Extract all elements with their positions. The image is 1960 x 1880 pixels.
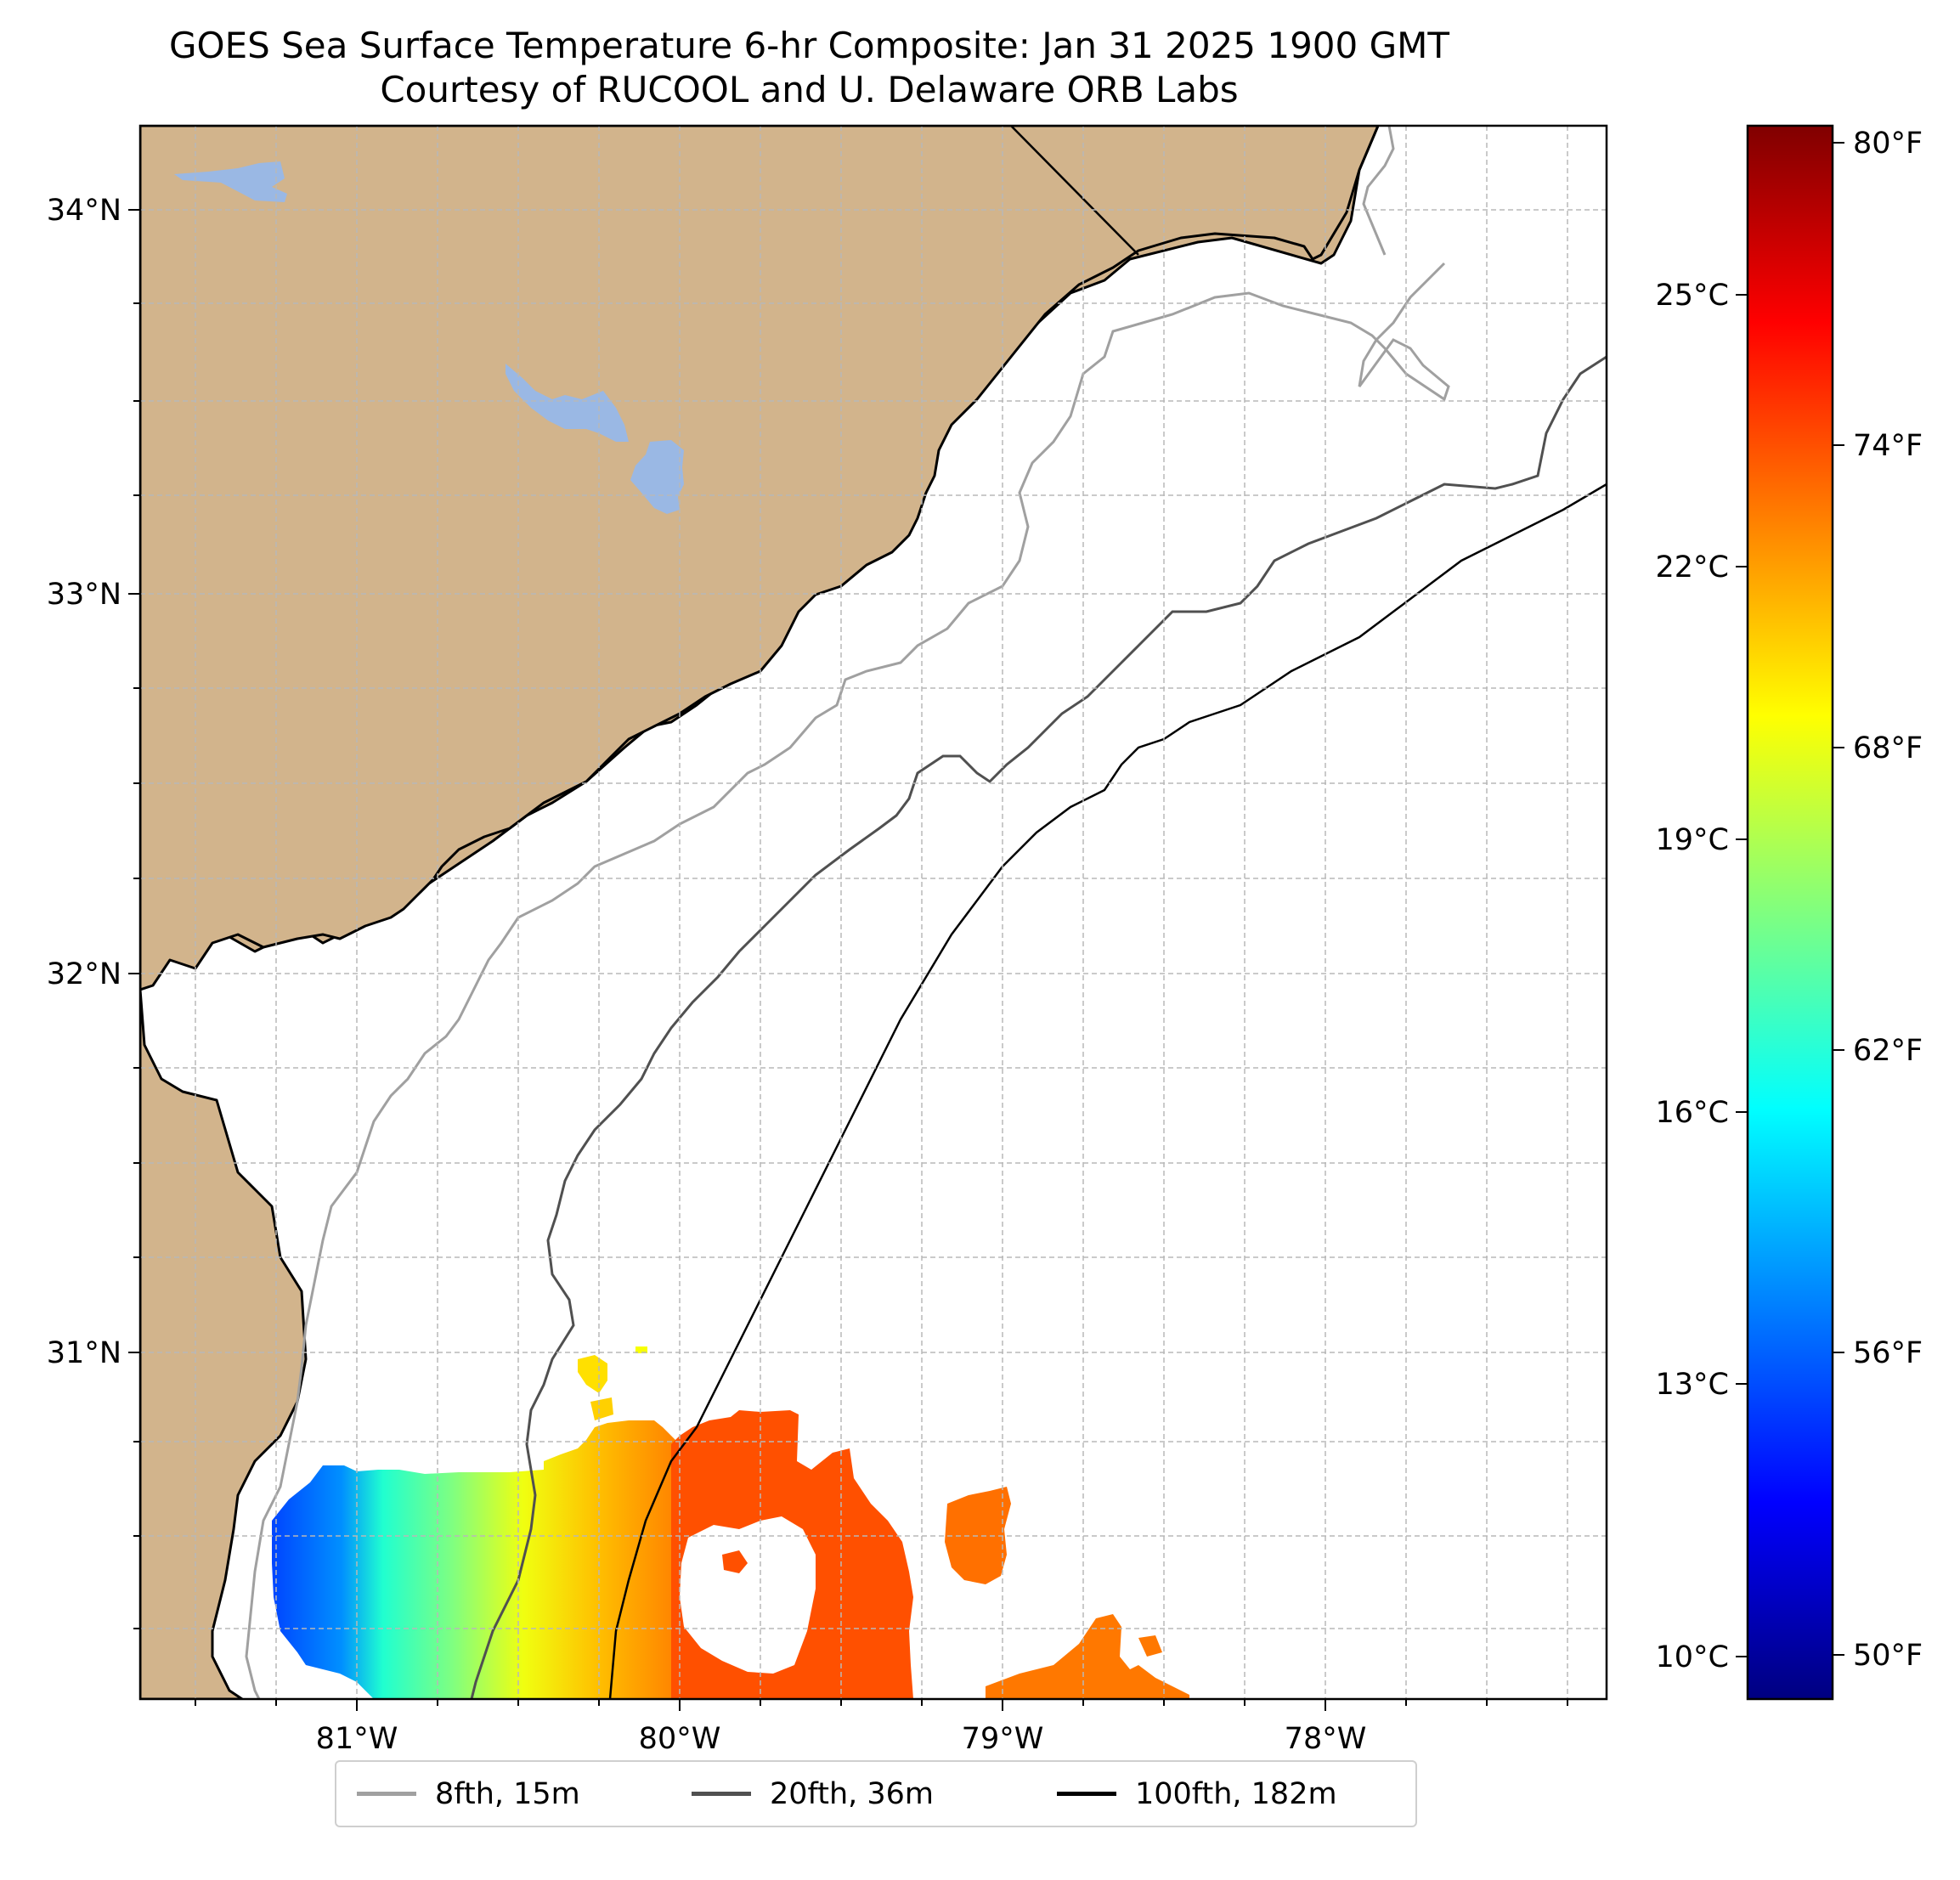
title-line-1: GOES Sea Surface Temperature 6-hr Compos… [168, 25, 1450, 66]
cbar-c-22: 22°C [1656, 550, 1729, 584]
legend-item-100fth: 100fth, 182m [1057, 1762, 1337, 1826]
legend: 8fth, 15m 20fth, 36m 100fth, 182m [335, 1760, 1417, 1827]
legend-label-20fth: 20fth, 36m [770, 1776, 935, 1811]
legend-label-8fth: 8fth, 15m [435, 1776, 580, 1811]
map-area [140, 126, 1607, 1699]
land-mainland [140, 126, 1380, 991]
cbar-f-62: 62°F [1853, 1034, 1923, 1068]
cbar-c-13: 13°C [1656, 1368, 1729, 1402]
cbar-c-16: 16°C [1656, 1096, 1729, 1130]
colorbar [1746, 124, 1834, 1701]
lat-label-31n: 31°N [47, 1336, 121, 1370]
legend-item-20fth: 20fth, 36m [692, 1762, 934, 1826]
cbar-f-74: 74°F [1853, 429, 1923, 463]
colorbar-ticks [1736, 142, 1844, 1657]
cbar-f-56: 56°F [1853, 1336, 1923, 1370]
legend-item-8fth: 8fth, 15m [357, 1762, 580, 1826]
isobath-8fth [245, 262, 1450, 1699]
cbar-c-10: 10°C [1656, 1640, 1729, 1674]
lat-label-33n: 33°N [47, 578, 121, 612]
cbar-f-68: 68°F [1853, 731, 1923, 765]
legend-line-20fth [692, 1792, 751, 1796]
gridlines [140, 126, 1607, 1699]
lake-moultrie [506, 364, 629, 442]
chart-title: GOES Sea Surface Temperature 6-hr Compos… [0, 24, 1618, 112]
axis-ticks [128, 209, 1568, 1711]
isobath-8fth-inner [1362, 126, 1395, 256]
lat-label-32n: 32°N [47, 957, 121, 991]
title-line-2: Courtesy of RUCOOL and U. Delaware ORB L… [380, 69, 1239, 110]
cbar-f-50: 50°F [1853, 1639, 1923, 1673]
state-border [1010, 126, 1139, 256]
legend-label-100fth: 100fth, 182m [1135, 1776, 1337, 1811]
lon-label-79w: 79°W [962, 1722, 1044, 1756]
isobath-20fth [470, 355, 1607, 1699]
isobath-100fth [608, 483, 1607, 1699]
cbar-c-25: 25°C [1656, 279, 1729, 313]
lon-label-81w: 81°W [316, 1722, 398, 1756]
map-frame [138, 124, 1608, 1701]
sst-data [272, 1346, 1189, 1699]
cbar-f-80: 80°F [1853, 127, 1923, 161]
cbar-c-19: 19°C [1656, 823, 1729, 857]
lon-label-78w: 78°W [1285, 1722, 1367, 1756]
lat-label-34n: 34°N [47, 194, 121, 228]
lake-marion [174, 161, 287, 202]
legend-line-100fth [1057, 1792, 1116, 1796]
legend-line-8fth [357, 1792, 416, 1796]
lon-label-80w: 80°W [639, 1722, 721, 1756]
